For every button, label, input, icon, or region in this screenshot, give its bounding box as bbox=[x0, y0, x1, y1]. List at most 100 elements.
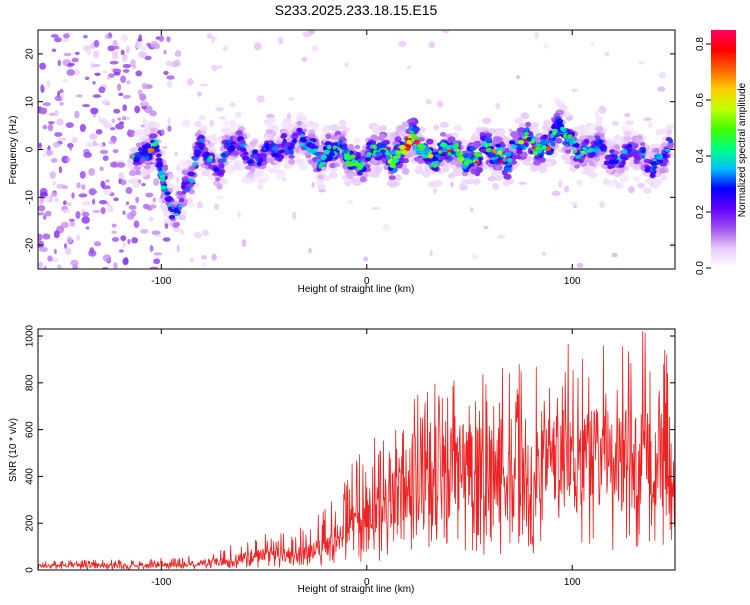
spectrogram-noise-cell bbox=[59, 89, 64, 94]
spectrogram-noise-cell bbox=[65, 247, 72, 255]
spectrogram-ridge-cell bbox=[275, 172, 284, 180]
spectrogram-ridge-cell bbox=[198, 114, 206, 121]
spectrogram-ridge-cell bbox=[163, 210, 171, 217]
spectrogram-ridge-cell bbox=[201, 152, 209, 159]
spectrogram-noise-cell bbox=[471, 254, 478, 260]
spectrogram-ridge-cell bbox=[495, 147, 503, 152]
spectrogram-ridge-cell bbox=[474, 160, 481, 165]
spectrogram-ridge-cell bbox=[649, 181, 656, 187]
spectrogram-ridge-cell bbox=[179, 159, 189, 166]
spectrogram-ridge-cell bbox=[544, 146, 552, 152]
spectrogram-ridge-cell bbox=[515, 143, 522, 150]
spectrogram-noise-cell bbox=[122, 69, 130, 73]
spectrogram-ridge-cell bbox=[155, 153, 162, 158]
spectrogram-ridge-cell bbox=[539, 167, 547, 174]
spectrogram-noise-cell bbox=[150, 40, 159, 48]
spectrogram-noise-cell bbox=[429, 250, 433, 257]
spectrogram-noise-cell bbox=[106, 202, 110, 206]
spectrogram-noise-cell bbox=[138, 51, 147, 59]
spectrogram-noise-cell bbox=[63, 33, 70, 39]
spectrogram-noise-cell bbox=[153, 178, 160, 186]
spectrogram-noise-cell bbox=[149, 110, 157, 117]
spectrogram-noise-cell bbox=[64, 243, 67, 249]
spectrogram-ridge-cell bbox=[265, 129, 274, 134]
spectrogram-ridge-cell bbox=[177, 204, 183, 208]
spectrogram-noise-cell bbox=[564, 185, 569, 193]
spectrogram-ridge-cell bbox=[172, 222, 180, 229]
spectrogram-noise-cell bbox=[43, 214, 47, 220]
spectrogram-ridge-cell bbox=[479, 148, 487, 153]
spectrogram-ridge-cell bbox=[331, 142, 338, 147]
spectrogram-ridge-cell bbox=[224, 135, 231, 141]
spectrogram-ridge-cell bbox=[543, 119, 551, 127]
spectrogram-ridge-cell bbox=[448, 144, 454, 149]
spectrogram-ridge-cell bbox=[541, 144, 547, 150]
spectrogram-noise-cell bbox=[604, 51, 610, 57]
spectrogram-noise-cell bbox=[542, 251, 546, 256]
spectrogram-ridge-cell bbox=[457, 157, 465, 162]
spectrogram-ridge-cell bbox=[288, 154, 295, 159]
spectrogram-ridge-cell bbox=[623, 130, 632, 137]
spectrogram-noise-cell bbox=[43, 265, 47, 269]
spectrogram-ridge-cell bbox=[232, 150, 240, 156]
spectrogram-ridge-cell bbox=[328, 172, 338, 179]
spectrogram-ytick-label: -10 bbox=[25, 190, 36, 205]
spectrogram-noise-cell bbox=[113, 262, 118, 269]
spectrogram-ridge-cell bbox=[150, 133, 158, 138]
spectrogram-noise-cell bbox=[595, 110, 599, 118]
spectrogram-ridge-cell bbox=[563, 133, 568, 139]
spectrogram-ridge-cell bbox=[421, 171, 431, 178]
spectrogram-ridge-cell bbox=[309, 144, 314, 149]
spectrogram-noise-cell bbox=[83, 35, 88, 39]
spectrogram-ridge-cell bbox=[463, 157, 470, 161]
spectrogram-ridge-cell bbox=[310, 123, 320, 130]
spectrogram-ridge-cell bbox=[154, 148, 161, 153]
colorbar-tick-label: 0.0 bbox=[695, 261, 706, 275]
spectrogram-ridge-cell bbox=[323, 149, 331, 154]
spectrogram-noise-cell bbox=[590, 41, 595, 46]
spectrogram-noise-cell bbox=[107, 205, 114, 213]
spectrogram-ridge-cell bbox=[626, 147, 632, 152]
spectrogram-ridge-cell bbox=[308, 149, 316, 154]
spectrogram-ridge-cell bbox=[395, 153, 401, 158]
spectrogram-noise-cell bbox=[318, 189, 326, 193]
spectrogram-ridge-cell bbox=[147, 147, 155, 153]
spectrogram-noise-cell bbox=[63, 200, 67, 205]
spectrogram-ridge-cell bbox=[246, 173, 255, 179]
spectrogram-ridge-cell bbox=[322, 127, 329, 135]
spectrogram-noise-cell bbox=[538, 104, 543, 109]
spectrogram-ridge-cell bbox=[344, 155, 349, 161]
spectrogram-ridge-cell bbox=[138, 147, 143, 152]
spectrogram-ridge-cell bbox=[257, 178, 266, 184]
spectrogram-ytick-label: 10 bbox=[25, 96, 36, 108]
spectrogram-noise-cell bbox=[158, 35, 165, 42]
spectrogram-ridge-cell bbox=[418, 145, 425, 150]
spectrogram-noise-cell bbox=[611, 252, 618, 258]
colorbar-tick-label: 0.4 bbox=[695, 149, 706, 163]
spectrogram-ridge-cell bbox=[246, 160, 253, 164]
spectrogram-noise-cell bbox=[102, 69, 108, 74]
spectrogram-ridge-cell bbox=[623, 135, 632, 142]
spectrogram-ridge-cell bbox=[192, 156, 199, 161]
spectrogram-ridge-cell bbox=[343, 148, 349, 154]
spectrogram-noise-cell bbox=[112, 68, 122, 74]
spectrogram-noise-cell bbox=[120, 49, 125, 56]
spectrogram-ridge-cell bbox=[624, 145, 630, 149]
spectrogram-noise-cell bbox=[47, 255, 53, 262]
spectrogram-noise-cell bbox=[167, 117, 171, 126]
spectrogram-noise-cell bbox=[599, 200, 605, 209]
spectrogram-ridge-cell bbox=[641, 155, 645, 159]
spectrogram-noise-cell bbox=[518, 181, 527, 185]
spectrogram-ridge-cell bbox=[329, 162, 336, 169]
spectrogram-ridge-cell bbox=[135, 142, 143, 148]
spectrogram-noise-cell bbox=[47, 121, 55, 125]
spectrogram-ridge-cell bbox=[482, 117, 492, 125]
spectrogram-noise-cell bbox=[81, 201, 90, 206]
spectrogram-ridge-cell bbox=[181, 182, 188, 186]
spectrogram-noise-cell bbox=[139, 229, 149, 234]
spectrogram-noise-cell bbox=[134, 105, 141, 114]
spectrogram-ridge-cell bbox=[407, 134, 412, 139]
spectrogram-ridge-cell bbox=[423, 157, 430, 162]
